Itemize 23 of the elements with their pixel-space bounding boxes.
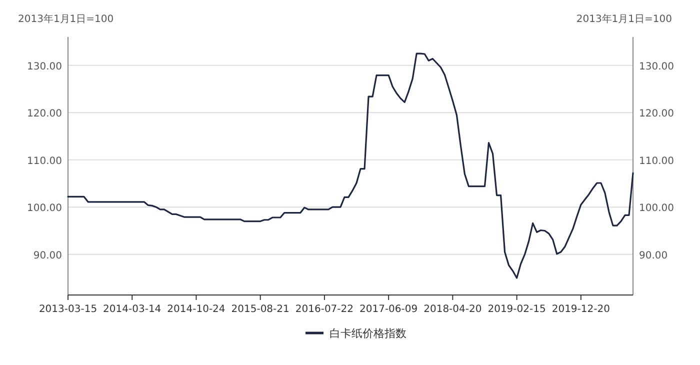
y2-axis-title: 2013年1月1日=100	[576, 13, 672, 25]
y2-tick-label: 110.00	[639, 156, 674, 167]
x-tick-label: 2013-03-15	[38, 304, 98, 315]
y2-tick-label: 90.00	[639, 250, 668, 262]
line-series	[67, 52, 634, 279]
x-tick-label: 2014-10-24	[167, 304, 226, 315]
x-tick-label: 2016-07-22	[295, 304, 354, 315]
y-tick-label: 120.00	[27, 108, 62, 120]
y2-tick-label: 100.00	[639, 203, 674, 214]
y-tick-label: 100.00	[27, 203, 62, 214]
x-tick-label: 2017-06-09	[360, 304, 418, 315]
x-tick-label: 2019-02-15	[488, 304, 546, 315]
y-axis-title: 2013年1月1日=100	[18, 13, 114, 25]
x-tick-label: 2014-03-14	[103, 304, 162, 315]
y-tick-label: 130.00	[27, 61, 62, 72]
x-tick-label: 2015-08-21	[231, 304, 290, 315]
y2-tick-label: 120.00	[639, 108, 674, 120]
y2-tick-label: 130.00	[639, 61, 674, 72]
x-tick-label: 2018-04-20	[424, 304, 482, 315]
legend-label: 白卡纸价格指数	[330, 327, 406, 340]
y-tick-label: 110.00	[27, 156, 62, 167]
x-tick-label: 2019-12-20	[552, 304, 610, 315]
y-tick-label: 90.00	[33, 250, 62, 262]
